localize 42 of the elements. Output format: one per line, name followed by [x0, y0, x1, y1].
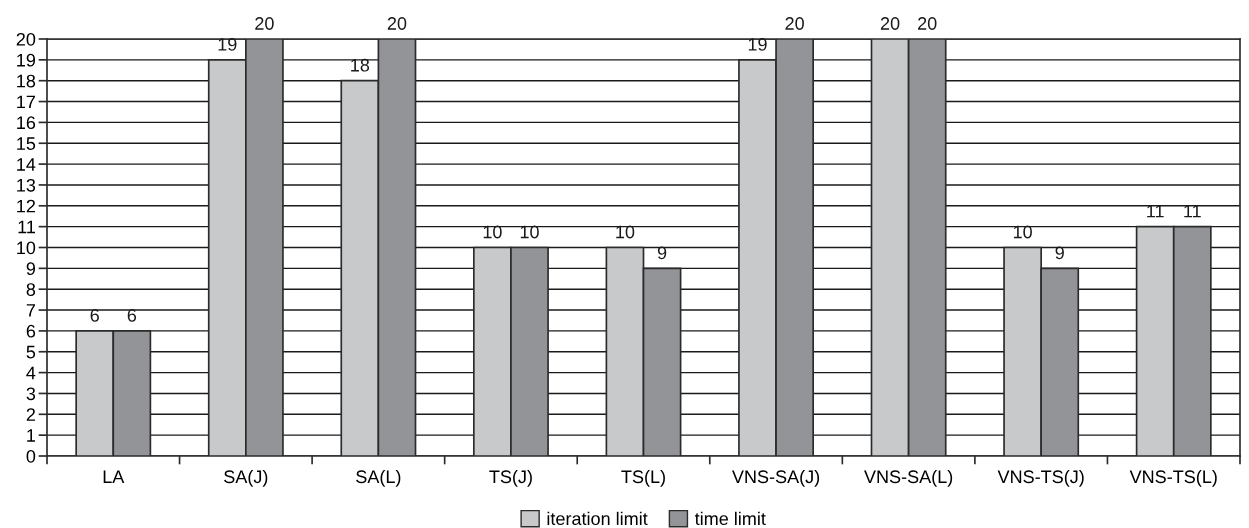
- y-tick-label: 16: [17, 116, 36, 130]
- data-label: 18: [351, 58, 370, 72]
- y-tick-label: 6: [26, 324, 36, 338]
- x-tick-label: TS(L): [621, 469, 665, 487]
- x-tick-label: SA(J): [224, 469, 268, 487]
- x-tick-label: VNS-TS(J): [997, 469, 1084, 487]
- y-tick-label: 3: [26, 387, 36, 401]
- y-tick-label: 4: [26, 366, 36, 380]
- y-tick-label: 18: [17, 74, 36, 88]
- y-tick-label: 5: [26, 345, 36, 359]
- y-tick-label: 14: [17, 158, 36, 171]
- y-tick-label: 8: [26, 283, 36, 296]
- data-label: 6: [90, 308, 99, 322]
- y-tick-label: 7: [26, 304, 35, 317]
- y-tick-label: 17: [17, 95, 35, 109]
- y-tick-label: 13: [17, 178, 36, 192]
- y-tick-label: 11: [18, 220, 36, 234]
- x-tick-label: VNS-TS(L): [1129, 469, 1217, 487]
- x-tick-label: VNS-SA(J): [732, 469, 820, 487]
- y-tick-label: 0: [26, 449, 36, 463]
- data-label: 19: [748, 37, 767, 51]
- y-tick-label: 15: [17, 137, 36, 150]
- x-tick-label: LA: [103, 470, 125, 483]
- legend-label: iteration limit: [547, 511, 648, 526]
- x-tick-label: SA(L): [356, 469, 401, 487]
- y-tick-label: 19: [17, 53, 36, 67]
- y-tick-label: 2: [26, 408, 35, 421]
- y-tick-label: 20: [16, 32, 36, 46]
- data-label: 20: [918, 17, 937, 30]
- y-tick-label: 12: [17, 199, 35, 213]
- data-label: 19: [218, 37, 237, 51]
- x-tick-label: TS(J): [489, 469, 532, 487]
- data-label: 6: [127, 308, 137, 322]
- data-label: 20: [387, 17, 407, 30]
- data-label: 20: [255, 17, 274, 30]
- x-tick-label: VNS-SA(L): [864, 469, 953, 487]
- y-tick-label: 10: [17, 241, 36, 255]
- data-label: 20: [785, 17, 804, 30]
- data-label: 20: [880, 17, 900, 30]
- y-tick-label: 9: [26, 262, 36, 276]
- y-tick-label: 1: [27, 429, 36, 442]
- legend-label: time limit: [694, 511, 766, 526]
